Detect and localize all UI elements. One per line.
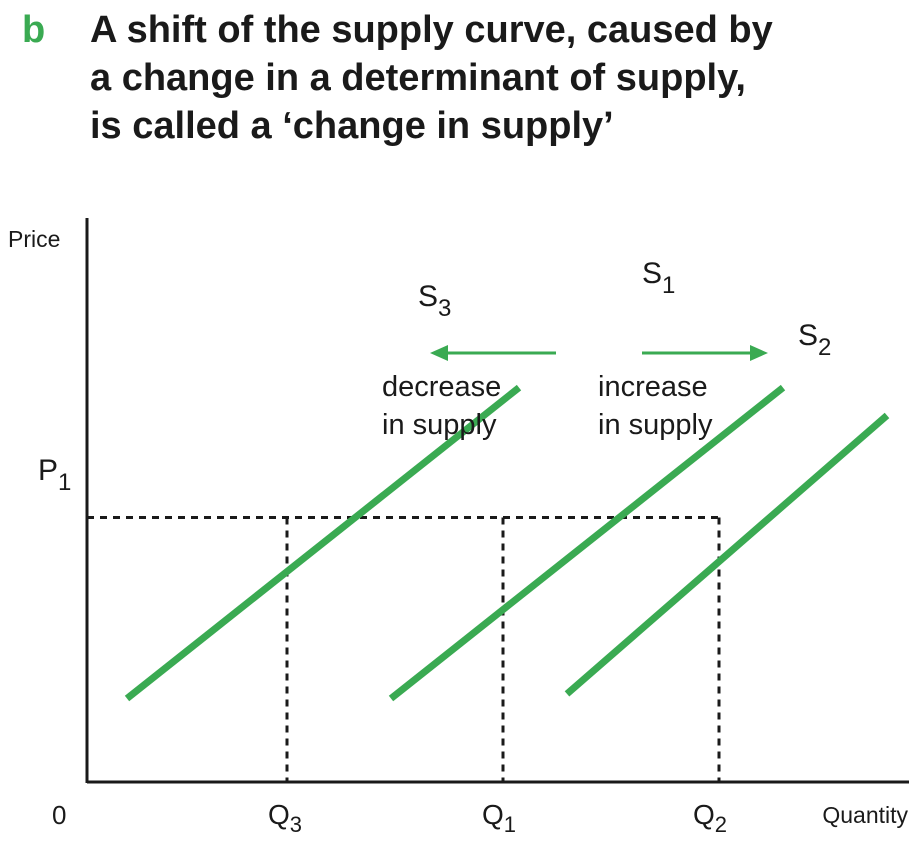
supply-curve-s3: [124, 384, 522, 702]
title-line-2: a change in a determinant of supply,: [90, 57, 746, 99]
decrease-arrow-head: [430, 345, 448, 361]
price-level-main: P: [38, 454, 58, 487]
series-label-s1-sub: 1: [662, 272, 675, 299]
increase-arrow-head: [750, 345, 768, 361]
increase-annotation-line1: increase: [598, 371, 708, 403]
title-line-1: A shift of the supply curve, caused by: [90, 9, 773, 51]
series-label-s2-main: S: [798, 319, 818, 352]
quantity-label-q3-sub: 3: [290, 812, 302, 837]
series-label-s2-sub: 2: [818, 334, 831, 361]
supply-curve-s1: [388, 384, 786, 702]
shift-arrows: [430, 345, 768, 361]
series-label-s1: S1: [642, 257, 675, 299]
y-axis-label: Price: [8, 226, 60, 252]
quantity-label-q1-sub: 1: [504, 812, 516, 837]
guide-lines: [87, 516, 721, 782]
series-label-s3-sub: 3: [438, 295, 451, 322]
page-title: A shift of the supply curve, caused by a…: [90, 6, 890, 150]
series-label-s3: S3: [418, 280, 451, 322]
quantity-label-q2-sub: 2: [715, 812, 727, 837]
price-level-label: P1: [38, 454, 71, 496]
decrease-annotation-line1: decrease: [382, 371, 501, 403]
quantity-label-q3-main: Q: [268, 799, 290, 830]
quantity-label-q2: Q2: [693, 799, 727, 837]
quantity-label-q2-main: Q: [693, 799, 715, 830]
supply-curve-s2: [564, 412, 890, 697]
title-line-3: is called a ‘change in supply’: [90, 105, 614, 147]
series-label-s3-main: S: [418, 280, 438, 313]
x-axis-label: Quantity: [822, 802, 908, 828]
decrease-annotation-line2: in supply: [382, 409, 497, 441]
series-label-s2: S2: [798, 319, 831, 361]
quantity-label-q1: Q1: [482, 799, 516, 837]
quantity-label-q3: Q3: [268, 799, 302, 837]
supply-curves: [124, 384, 890, 702]
increase-annotation-line2: in supply: [598, 409, 713, 441]
price-level-sub: 1: [58, 469, 71, 496]
figure-letter: b: [22, 9, 46, 51]
quantity-label-q1-main: Q: [482, 799, 504, 830]
origin-label: 0: [52, 800, 66, 830]
series-label-s1-main: S: [642, 257, 662, 290]
